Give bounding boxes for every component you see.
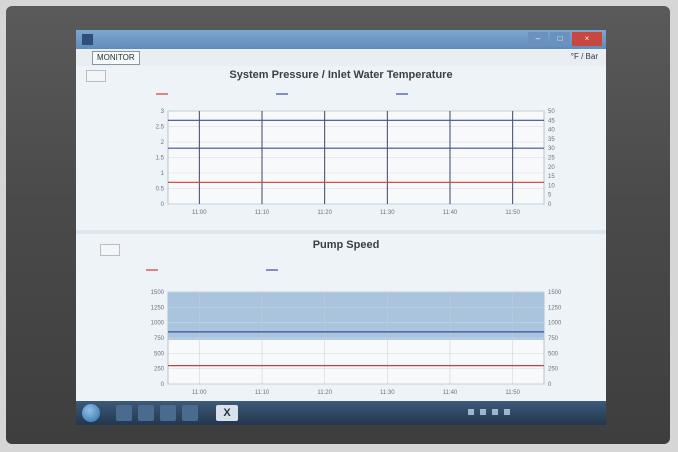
c1-x-tick: 11:30 xyxy=(380,210,395,216)
c1-x-tick: 11:00 xyxy=(192,210,207,216)
c2-right-tick: 500 xyxy=(548,351,559,357)
window-controls: – □ × xyxy=(528,32,602,46)
c2-right-tick: 250 xyxy=(548,367,559,373)
tray-icon-network[interactable] xyxy=(468,409,474,415)
pump-speed-chart: Pump Speed 1500 1250 1000 750 500 250 0 1500 12… xyxy=(146,239,562,396)
taskbar-icon-explorer[interactable] xyxy=(116,405,132,421)
taskbar-active-app[interactable]: X xyxy=(216,405,238,421)
c2-right-tick: 1250 xyxy=(548,305,562,311)
minimize-button[interactable]: – xyxy=(528,32,548,46)
c2-x-tick: 11:30 xyxy=(380,390,395,396)
start-button[interactable] xyxy=(82,404,100,422)
c2-left-tick: 500 xyxy=(154,351,165,357)
c1-left-tick: 0.5 xyxy=(156,187,165,193)
window-titlebar[interactable]: – □ × xyxy=(76,30,606,49)
c2-left-tick: 750 xyxy=(154,336,165,342)
c2-left-tick: 1250 xyxy=(151,305,165,311)
c2-x-tick: 11:00 xyxy=(192,390,207,396)
chart1-grid xyxy=(168,110,544,205)
tray-icon-power[interactable] xyxy=(504,409,510,415)
chart1-series xyxy=(168,119,544,183)
c2-x-tick: 11:50 xyxy=(505,390,520,396)
taskbar-icon-media[interactable] xyxy=(138,405,154,421)
hmi-screen: – □ × MONITOR °F / Bar System Pressure /… xyxy=(76,30,606,425)
chart2-x-axis: 11:00 11:10 11:20 11:30 11:40 11:50 xyxy=(192,390,521,396)
c1-left-tick: 1.5 xyxy=(156,156,165,162)
chart1-title: System Pressure / Inlet Water Temperatur… xyxy=(229,69,452,81)
c1-right-tick: 25 xyxy=(548,156,555,162)
c1-left-tick: 2 xyxy=(161,140,165,146)
c1-x-tick: 11:10 xyxy=(255,210,270,216)
c2-right-tick: 0 xyxy=(548,382,552,388)
c2-x-tick: 11:20 xyxy=(317,390,332,396)
c1-right-tick: 50 xyxy=(548,109,555,115)
c1-right-tick: 0 xyxy=(548,202,552,208)
panel2-side-button[interactable] xyxy=(100,244,120,256)
c2-x-tick: 11:10 xyxy=(255,390,270,396)
units-toggle[interactable]: °F / Bar xyxy=(570,52,598,61)
c1-right-tick: 20 xyxy=(548,165,555,171)
c2-left-tick: 1000 xyxy=(151,321,165,327)
c2-right-tick: 1500 xyxy=(548,290,562,296)
taskbar: X xyxy=(76,401,606,425)
menu-bar: MONITOR °F / Bar xyxy=(76,49,606,67)
pressure-temperature-chart: System Pressure / Inlet Water Temperatur… xyxy=(156,69,556,216)
c1-right-tick: 10 xyxy=(548,183,555,189)
chart2-left-axis: 1500 1250 1000 750 500 250 0 xyxy=(151,290,165,388)
taskbar-icon-folder[interactable] xyxy=(160,405,176,421)
c2-x-tick: 11:40 xyxy=(443,390,458,396)
c2-left-tick: 0 xyxy=(161,382,165,388)
c2-plot-band xyxy=(168,292,544,340)
maximize-button[interactable]: □ xyxy=(550,32,570,46)
c1-left-tick: 1 xyxy=(161,171,165,177)
c1-right-tick: 45 xyxy=(548,118,555,124)
c1-right-tick: 35 xyxy=(548,137,555,143)
c1-left-tick: 0 xyxy=(161,202,165,208)
c1-right-tick: 30 xyxy=(548,146,555,152)
panel1-side-button[interactable] xyxy=(86,70,106,82)
c1-x-tick: 11:50 xyxy=(505,210,520,216)
chart1-left-axis: 3 2.5 2 1.5 1 0.5 0 xyxy=(156,109,165,208)
chart2-right-axis: 1500 1250 1000 750 500 250 0 xyxy=(548,290,562,388)
tray-icon-flag[interactable] xyxy=(492,409,498,415)
c2-left-tick: 250 xyxy=(154,367,165,373)
c2-right-tick: 750 xyxy=(548,336,559,342)
c1-x-tick: 11:20 xyxy=(317,210,332,216)
c2-left-tick: 1500 xyxy=(151,290,165,296)
taskbar-icon-app[interactable] xyxy=(182,405,198,421)
c1-left-tick: 3 xyxy=(161,109,165,115)
c1-left-tick: 2.5 xyxy=(156,125,165,131)
chart2-title: Pump Speed xyxy=(313,239,380,251)
monitor-tab[interactable]: MONITOR xyxy=(92,51,140,65)
pump-speed-panel: Pump Speed 1500 1250 1000 750 500 250 0 1500 12… xyxy=(76,234,606,401)
pressure-temperature-panel: System Pressure / Inlet Water Temperatur… xyxy=(76,66,606,230)
c1-x-tick: 11:40 xyxy=(443,210,458,216)
chart2-series xyxy=(168,331,544,367)
c1-right-tick: 15 xyxy=(548,174,555,180)
chart1-x-axis: 11:00 11:10 11:20 11:30 11:40 11:50 xyxy=(192,210,521,216)
c2-right-tick: 1000 xyxy=(548,321,562,327)
tray-icon-volume[interactable] xyxy=(480,409,486,415)
app-icon xyxy=(82,34,93,45)
close-button[interactable]: × xyxy=(572,32,602,46)
c1-right-tick: 40 xyxy=(548,128,555,134)
c1-right-tick: 5 xyxy=(548,193,552,199)
